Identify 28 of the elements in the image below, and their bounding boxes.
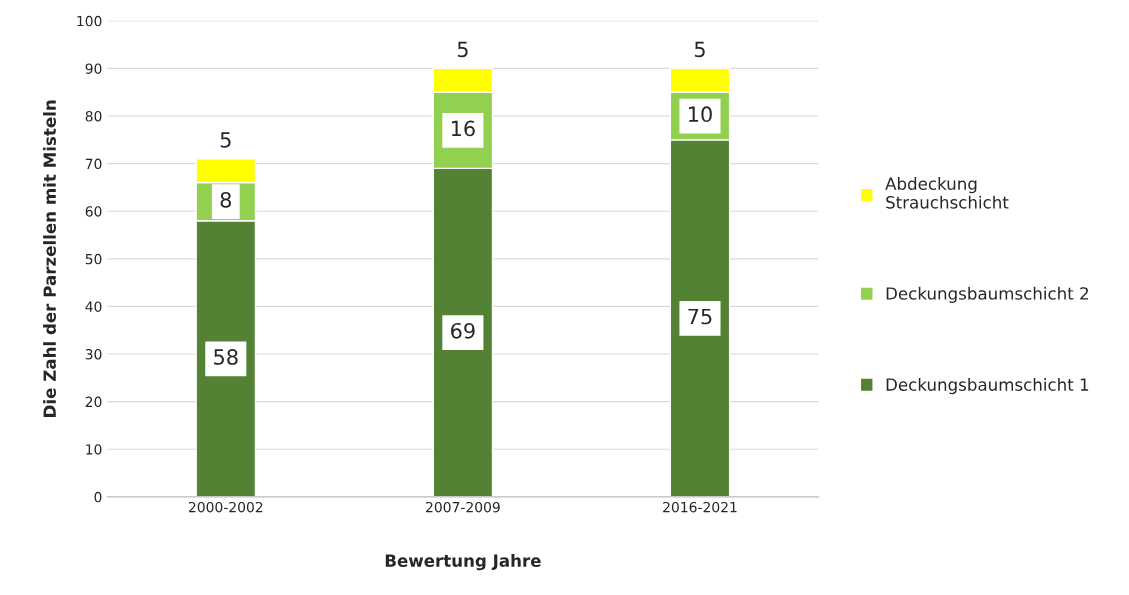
- data-label: 5: [220, 132, 231, 148]
- y-tick-label: 90: [85, 63, 102, 74]
- y-tick-label: 50: [85, 253, 102, 265]
- y-tick-label: 10: [86, 444, 102, 455]
- x-axis-title: Bewertung Jahre: [385, 554, 541, 571]
- y-tick-label: 100: [77, 15, 102, 27]
- y-tick-label: 70: [85, 158, 102, 170]
- data-label: 58: [214, 349, 238, 365]
- y-axis-title: Die Zahl der Parzellen mit Misteln: [43, 100, 56, 417]
- x-tick-label: 2007-2009: [426, 501, 500, 513]
- data-label: 10: [689, 106, 712, 123]
- x-tick-label: 2000-2002: [188, 501, 263, 513]
- data-label: 5: [457, 41, 468, 58]
- x-tick-label: 2016-2021: [663, 501, 737, 513]
- legend-label: Deckungsbaumschicht 2: [886, 286, 1088, 303]
- y-tick-label: 60: [85, 206, 102, 217]
- data-label: 8: [220, 191, 231, 208]
- data-label: 5: [694, 41, 705, 58]
- y-tick-label: 40: [85, 301, 102, 312]
- y-tick-label: 20: [85, 396, 102, 408]
- legend-label: Deckungsbaumschicht 1: [886, 378, 1089, 395]
- legend-label: Abdeckung Strauchschicht: [885, 177, 1009, 209]
- y-tick-label: 30: [85, 348, 102, 360]
- y-tick-label: 0: [94, 491, 102, 503]
- data-label: 16: [451, 120, 475, 137]
- y-tick-label: 80: [85, 110, 102, 122]
- data-label: 75: [688, 308, 712, 325]
- data-label: 69: [451, 322, 475, 339]
